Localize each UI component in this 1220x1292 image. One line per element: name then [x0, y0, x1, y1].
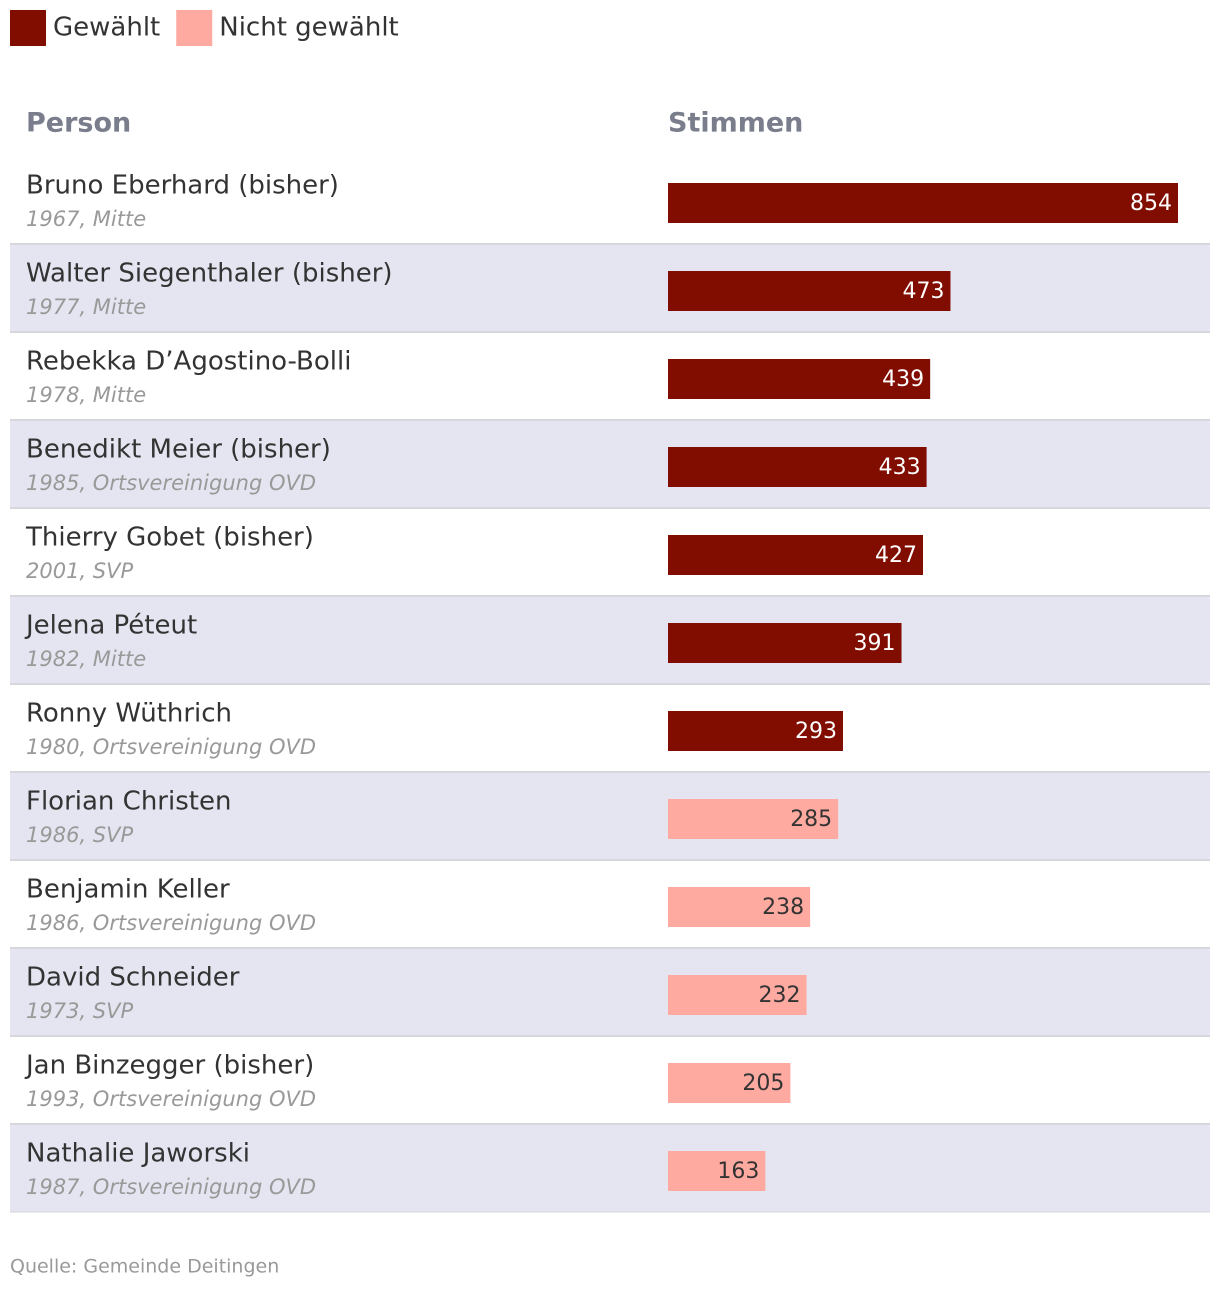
legend-label: Nicht gewählt: [219, 13, 399, 43]
value-label: 205: [742, 1071, 784, 1096]
person-detail: 1982, Mitte: [26, 647, 146, 671]
value-label: 293: [795, 719, 837, 744]
value-label: 232: [759, 983, 801, 1008]
row-background: [10, 1036, 1210, 1124]
source: Quelle: Gemeinde Deitingen: [10, 1256, 279, 1278]
row-background: [10, 772, 1210, 860]
person-name: Florian Christen: [26, 787, 231, 817]
person-detail: 1986, SVP: [26, 823, 133, 847]
bar: [668, 799, 839, 839]
value-label: 163: [717, 1159, 759, 1184]
person-detail: 2001, SVP: [26, 559, 133, 583]
bar: [668, 183, 1178, 223]
bar: [668, 711, 843, 751]
bar: [668, 887, 811, 927]
value-label: 285: [790, 807, 832, 832]
value-label: 238: [762, 895, 804, 920]
person-detail: 1973, SVP: [26, 999, 133, 1023]
value-label: 427: [875, 543, 917, 568]
row-background: [10, 948, 1210, 1036]
person-detail: 1980, Ortsvereinigung OVD: [26, 735, 316, 759]
person-name: Jelena Péteut: [24, 611, 197, 641]
value-label: 391: [854, 631, 896, 656]
person-detail: 1978, Mitte: [26, 383, 146, 407]
person-detail: 1985, Ortsvereinigung OVD: [26, 471, 316, 495]
row-background: [10, 860, 1210, 948]
bar: [668, 623, 902, 663]
value-label: 854: [1130, 191, 1172, 216]
person-detail: 1967, Mitte: [26, 207, 146, 231]
value-label: 439: [882, 367, 924, 392]
person-name: Bruno Eberhard (bisher): [26, 171, 339, 201]
legend-swatch: [10, 10, 46, 46]
column-header: Stimmen: [668, 108, 803, 139]
bar: [668, 447, 927, 487]
bar: [668, 271, 951, 311]
bar: [668, 535, 923, 575]
row-background: [10, 420, 1210, 508]
person-detail: 1987, Ortsvereinigung OVD: [26, 1175, 316, 1199]
row-background: [10, 244, 1210, 332]
row-background: [10, 684, 1210, 772]
person-name: Ronny Wüthrich: [26, 699, 232, 729]
column-header: Person: [26, 108, 131, 139]
legend-label: Gewählt: [53, 13, 160, 43]
person-name: David Schneider: [26, 963, 240, 993]
person-detail: 1977, Mitte: [26, 295, 146, 319]
person-detail: 1986, Ortsvereinigung OVD: [26, 911, 316, 935]
value-label: 473: [902, 279, 944, 304]
row-background: [10, 1124, 1210, 1212]
row-background: [10, 332, 1210, 420]
person-name: Rebekka D’Agostino-Bolli: [26, 347, 351, 377]
bar: [668, 975, 807, 1015]
person-name: Jan Binzegger (bisher): [24, 1051, 314, 1081]
person-name: Benedikt Meier (bisher): [26, 435, 331, 465]
person-name: Benjamin Keller: [26, 875, 230, 905]
person-name: Walter Siegenthaler (bisher): [26, 259, 393, 289]
value-label: 433: [879, 455, 921, 480]
bar: [668, 1063, 791, 1103]
bar: [668, 1151, 766, 1191]
legend-swatch: [176, 10, 213, 46]
person-detail: 1993, Ortsvereinigung OVD: [26, 1087, 316, 1111]
bar: [668, 359, 931, 399]
row-background: [10, 508, 1210, 596]
row-background: [10, 596, 1210, 684]
person-name: Thierry Gobet (bisher): [25, 523, 314, 553]
person-name: Nathalie Jaworski: [26, 1139, 250, 1169]
